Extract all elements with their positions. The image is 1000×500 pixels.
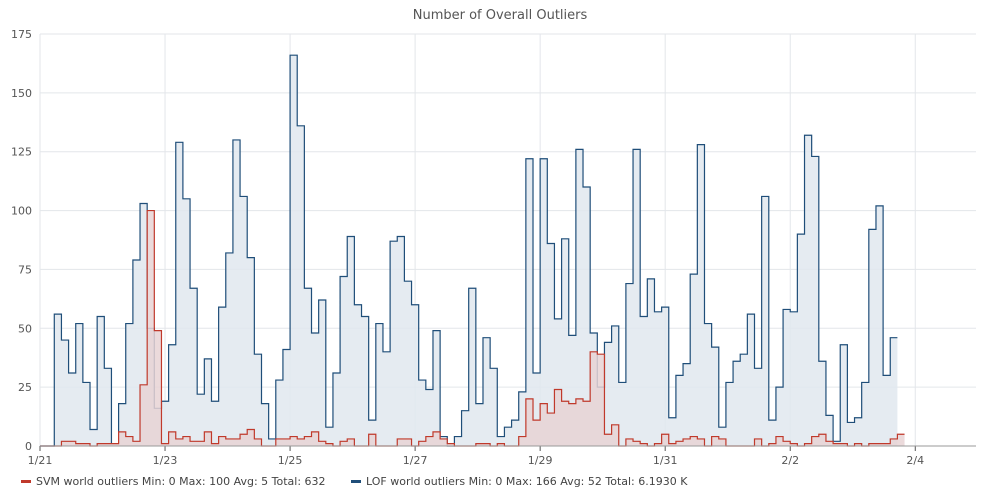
series-layer — [40, 54, 905, 447]
y-tick-label: 50 — [18, 322, 32, 335]
y-tick-label: 25 — [18, 381, 32, 394]
x-tick-label: 1/31 — [653, 454, 678, 467]
x-tick-label: 1/21 — [28, 454, 53, 467]
legend: SVM world outliers Min: 0 Max: 100 Avg: … — [21, 475, 688, 488]
svm-world-outliers-legend-swatch — [21, 480, 31, 483]
x-tick-label: 2/2 — [781, 454, 799, 467]
lof-world-outliers-legend-swatch — [351, 480, 361, 483]
axes: 0 25 50 75 100 125 150 175 1/21 1/23 1/25 1/27 1/29 1… — [11, 28, 976, 467]
lof-world-outliers-line — [40, 54, 898, 447]
y-tick-label: 100 — [11, 205, 32, 218]
svm-world-outliers-legend-label: SVM world outliers Min: 0 Max: 100 Avg: … — [36, 475, 326, 488]
y-tick-label: 0 — [25, 440, 32, 453]
y-tick-label: 150 — [11, 87, 32, 100]
svm-world-outliers-line — [40, 209, 905, 447]
x-tick-label: 1/27 — [403, 454, 428, 467]
lof-world-outliers-legend-label: LOF world outliers Min: 0 Max: 166 Avg: … — [366, 475, 688, 488]
x-tick-label: 2/4 — [906, 454, 924, 467]
y-tick-label: 125 — [11, 146, 32, 159]
x-tick-label: 1/25 — [278, 454, 303, 467]
x-tick-label: 1/23 — [153, 454, 178, 467]
y-tick-label: 175 — [11, 28, 32, 41]
chart-title: Number of Overall Outliers — [413, 8, 588, 23]
x-tick-label: 1/29 — [528, 454, 553, 467]
y-tick-label: 75 — [18, 263, 32, 276]
